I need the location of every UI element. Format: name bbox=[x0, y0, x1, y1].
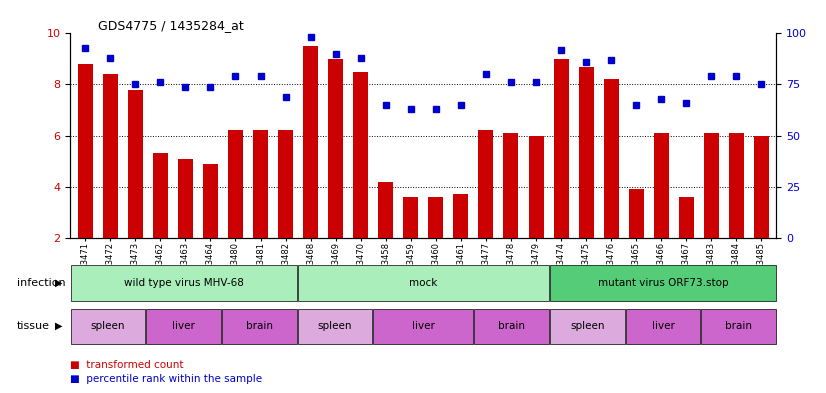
Text: mock: mock bbox=[409, 278, 438, 288]
Text: brain: brain bbox=[246, 321, 273, 331]
Bar bbox=[297, 265, 549, 301]
Bar bbox=[303, 46, 318, 238]
Bar bbox=[78, 64, 93, 238]
Text: spleen: spleen bbox=[91, 321, 126, 331]
Text: GDS4775 / 1435284_at: GDS4775 / 1435284_at bbox=[98, 19, 244, 32]
Bar bbox=[729, 133, 744, 238]
Bar bbox=[253, 130, 268, 238]
Bar bbox=[354, 72, 368, 238]
Bar bbox=[701, 309, 776, 344]
Bar bbox=[504, 133, 519, 238]
Bar bbox=[128, 90, 143, 238]
Bar bbox=[550, 309, 624, 344]
Text: brain: brain bbox=[725, 321, 752, 331]
Text: liver: liver bbox=[652, 321, 674, 331]
Text: infection: infection bbox=[17, 278, 65, 288]
Bar bbox=[478, 130, 493, 238]
Bar bbox=[178, 158, 193, 238]
Bar bbox=[529, 136, 544, 238]
Bar bbox=[403, 197, 418, 238]
Bar bbox=[203, 163, 218, 238]
Bar bbox=[474, 309, 549, 344]
Bar bbox=[278, 130, 293, 238]
Bar bbox=[550, 265, 776, 301]
Bar bbox=[71, 265, 297, 301]
Bar bbox=[146, 309, 221, 344]
Bar bbox=[328, 59, 343, 238]
Text: spleen: spleen bbox=[318, 321, 353, 331]
Bar bbox=[704, 133, 719, 238]
Text: ▶: ▶ bbox=[55, 321, 63, 331]
Bar bbox=[553, 59, 568, 238]
Text: brain: brain bbox=[498, 321, 525, 331]
Text: wild type virus MHV-68: wild type virus MHV-68 bbox=[124, 278, 244, 288]
Bar bbox=[578, 66, 594, 238]
Bar bbox=[429, 197, 444, 238]
Text: tissue: tissue bbox=[17, 321, 50, 331]
Bar bbox=[453, 194, 468, 238]
Bar bbox=[378, 182, 393, 238]
Bar bbox=[373, 309, 473, 344]
Text: liver: liver bbox=[173, 321, 195, 331]
Bar bbox=[297, 309, 373, 344]
Bar bbox=[653, 133, 669, 238]
Bar bbox=[102, 74, 118, 238]
Bar bbox=[679, 197, 694, 238]
Text: mutant virus ORF73.stop: mutant virus ORF73.stop bbox=[598, 278, 729, 288]
Text: ■  percentile rank within the sample: ■ percentile rank within the sample bbox=[70, 374, 263, 384]
Bar bbox=[629, 189, 643, 238]
Bar bbox=[153, 153, 168, 238]
Bar bbox=[228, 130, 243, 238]
Text: ▶: ▶ bbox=[55, 278, 63, 288]
Bar bbox=[754, 136, 769, 238]
Bar bbox=[71, 309, 145, 344]
Bar bbox=[625, 309, 700, 344]
Text: ■  transformed count: ■ transformed count bbox=[70, 360, 183, 371]
Bar bbox=[222, 309, 297, 344]
Text: spleen: spleen bbox=[570, 321, 605, 331]
Bar bbox=[604, 79, 619, 238]
Text: liver: liver bbox=[412, 321, 434, 331]
